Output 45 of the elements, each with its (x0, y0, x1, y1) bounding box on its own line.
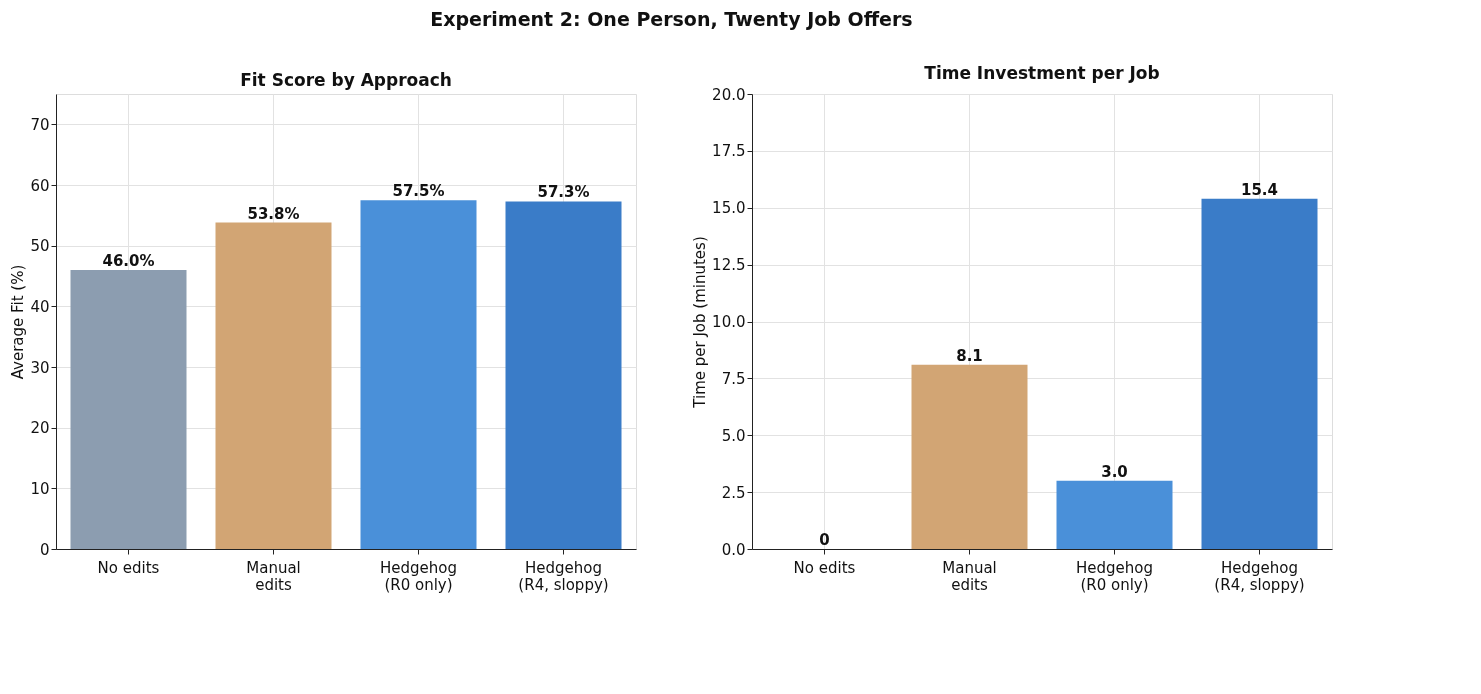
y-tick-label: 12.5 (712, 256, 746, 275)
y-tick-label: 10.0 (712, 313, 746, 331)
x-tick-label: No edits (97, 558, 160, 577)
x-tick-label: Hedgehog (R0 only) (1076, 558, 1153, 594)
y-tick-label: 20 (30, 419, 50, 438)
x-tick-label: No edits (793, 558, 856, 577)
x-tick-label: Manual edits (942, 558, 997, 594)
data-label: 15.4 (1240, 180, 1279, 199)
y-tick-label: 17.5 (712, 142, 746, 161)
bar (1201, 198, 1318, 549)
data-label: 53.8% (247, 204, 300, 223)
y-tick-label: 70 (30, 115, 50, 134)
x-tick-label: Hedgehog (R4, sloppy) (1214, 558, 1305, 594)
bar (505, 201, 622, 549)
data-label: 57.3% (537, 183, 590, 202)
y-tick-label: 15.0 (712, 199, 746, 218)
y-tick-label: 5.0 (721, 426, 746, 445)
y-tick-label: 0 (39, 540, 50, 559)
y-tick-label: 10 (30, 479, 50, 498)
x-tick-label: Manual edits (246, 558, 301, 594)
y-axis-title: Average Fit (%) (9, 264, 28, 380)
y-tick-label: 0.0 (721, 540, 746, 559)
bar (911, 364, 1028, 549)
bar (360, 200, 477, 549)
chart-title: Fit Score by Approach (240, 70, 452, 90)
data-label: 57.5% (392, 182, 445, 201)
chart-title: Time Investment per Job (924, 63, 1160, 83)
bar (70, 269, 187, 549)
bar (215, 222, 332, 549)
y-tick-label: 60 (30, 176, 50, 195)
y-tick-label: 40 (30, 297, 50, 316)
x-tick-label: Hedgehog (R0 only) (380, 558, 457, 594)
y-tick-label: 7.5 (721, 369, 746, 388)
data-label: 46.0% (102, 251, 155, 270)
bar (1056, 480, 1173, 549)
y-tick-label: 20.0 (712, 85, 746, 104)
data-label: 0 (819, 531, 830, 549)
y-tick-label: 50 (30, 237, 50, 256)
y-tick-label: 30 (30, 358, 50, 377)
text: Experiment 2: One Person, Twenty Job Offers (430, 7, 913, 30)
data-label: 3.0 (1101, 462, 1128, 481)
x-tick-label: Hedgehog (R4, sloppy) (518, 558, 609, 594)
y-tick-label: 2.5 (721, 483, 746, 502)
y-axis-title: Time per Job (minutes) (691, 236, 710, 409)
data-label: 8.1 (956, 346, 983, 365)
